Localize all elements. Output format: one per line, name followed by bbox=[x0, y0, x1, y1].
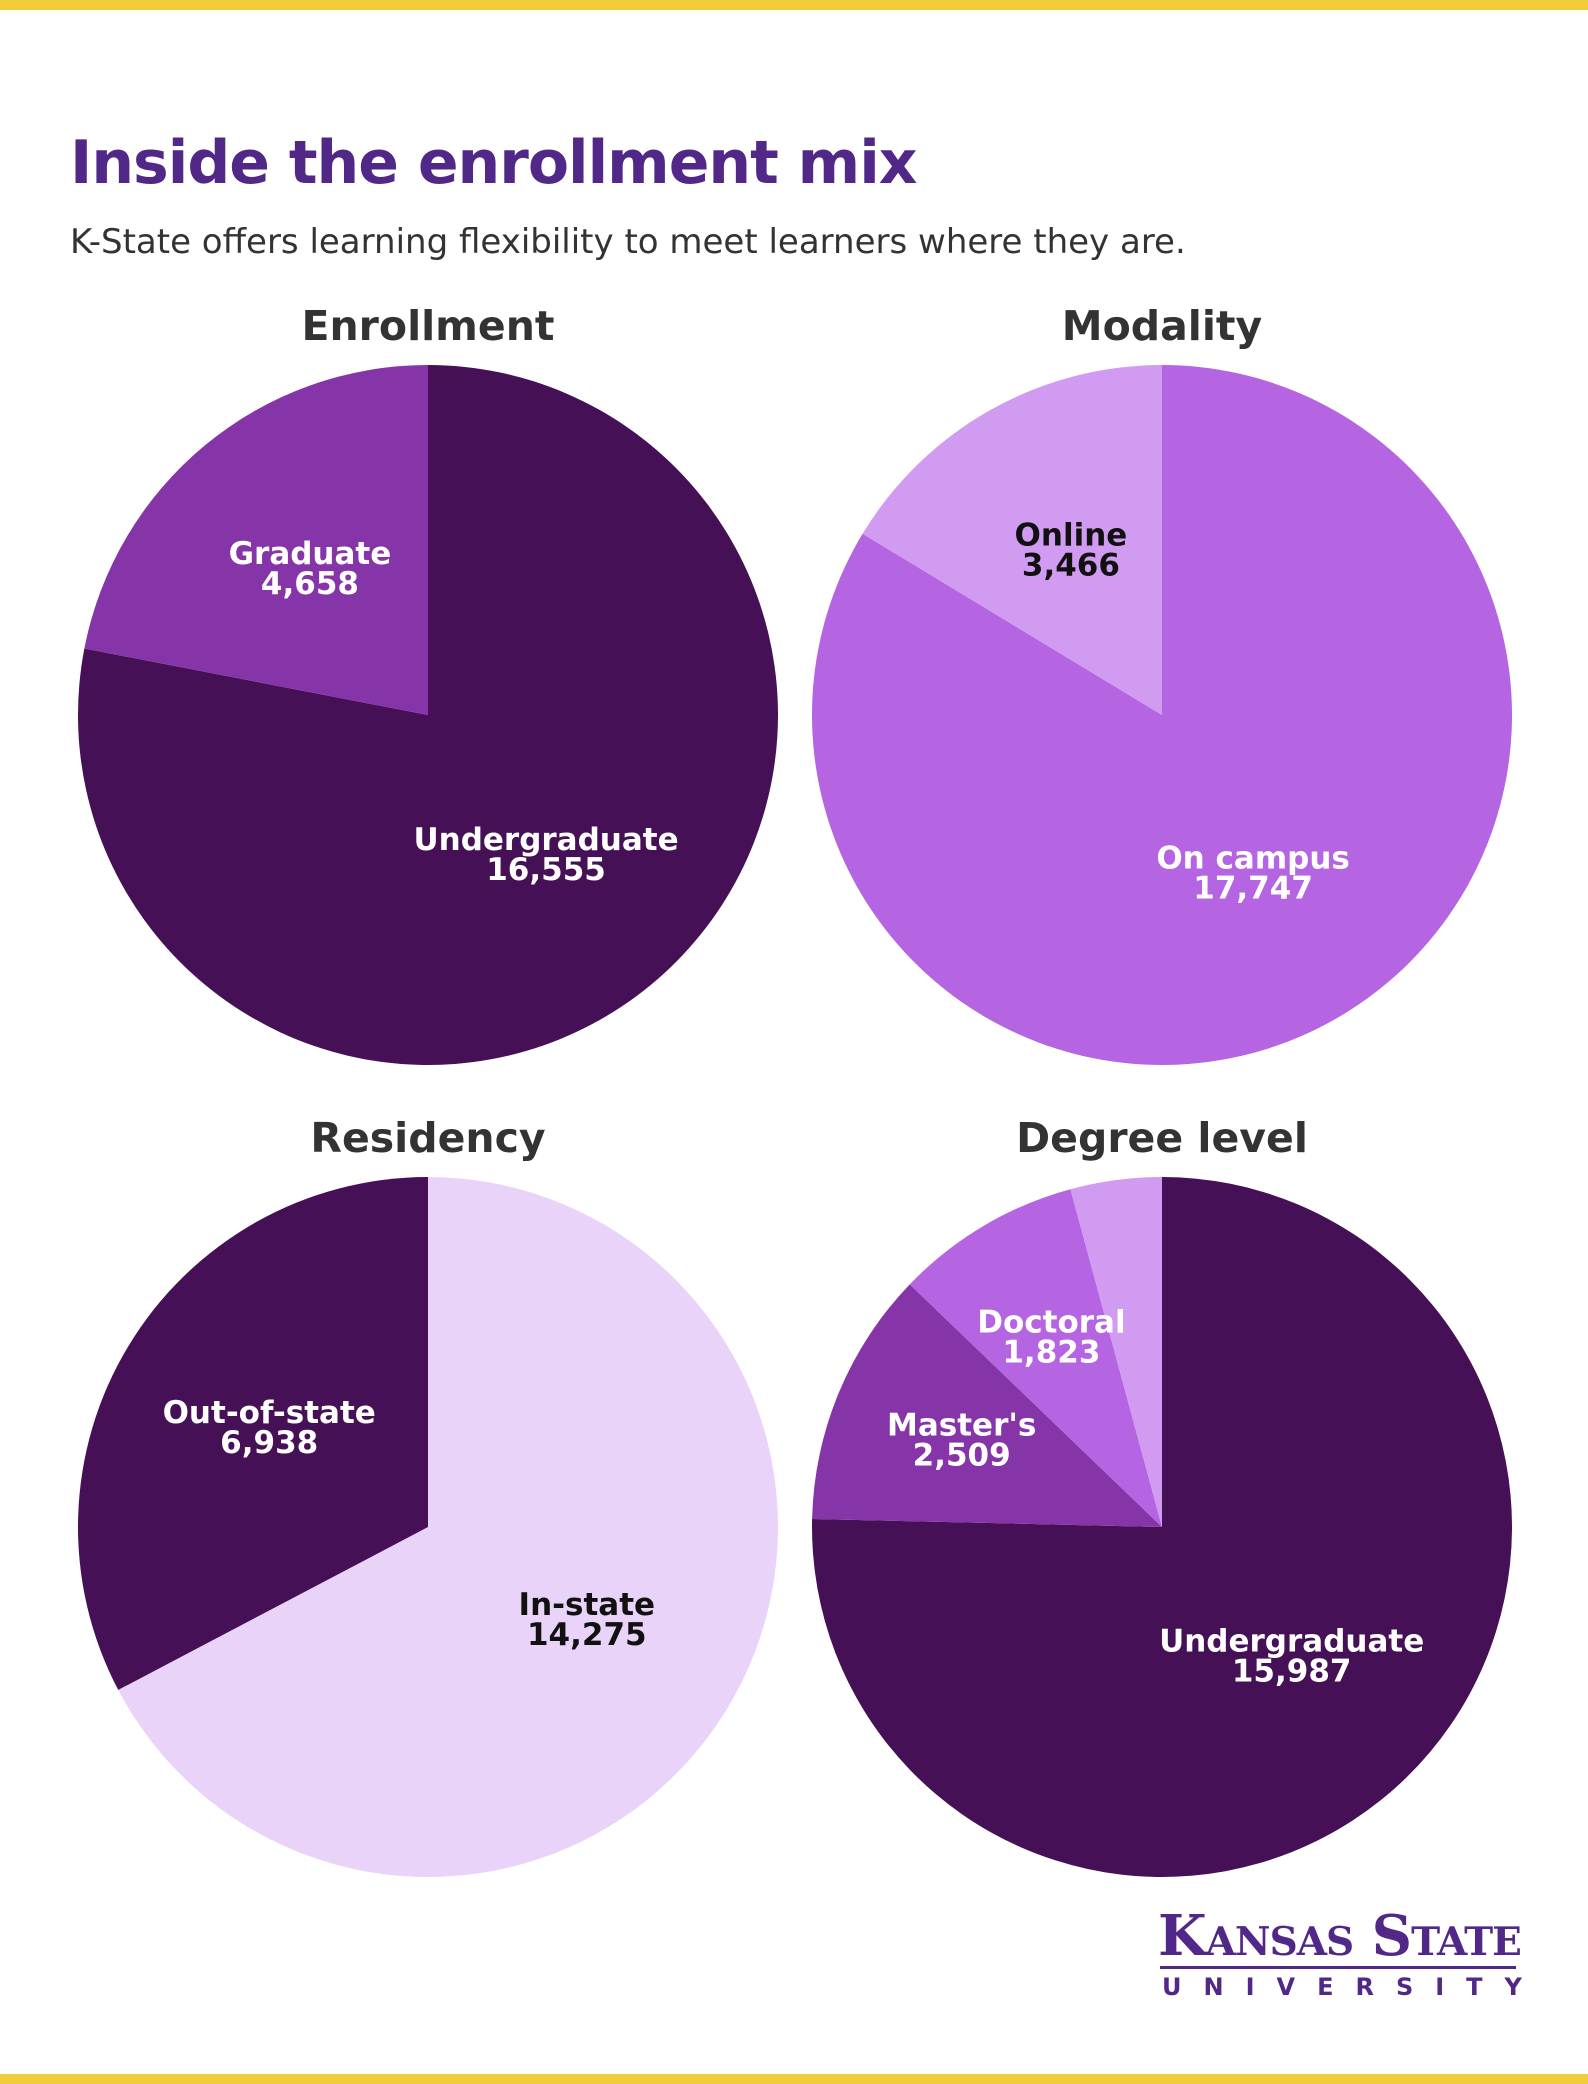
pie-chart-degree-level: Degree level Undergraduate 15,987 Master's 2… bbox=[812, 1114, 1513, 1877]
slice-label-value: 15,987 bbox=[1232, 1654, 1352, 1690]
pie-slice-online bbox=[862, 365, 1162, 715]
page-subtitle: K-State offers learning flexibility to m… bbox=[70, 222, 1186, 262]
slice-label-name: In-state bbox=[519, 1587, 656, 1623]
slice-label-name: Master's bbox=[887, 1408, 1036, 1444]
slice-label-value: 16,555 bbox=[486, 852, 606, 888]
slice-label-undergraduate: Undergraduate 15,987 bbox=[1159, 1624, 1424, 1690]
slice-label-name: Undergraduate bbox=[413, 822, 678, 858]
page-title: Inside the enrollment mix bbox=[70, 128, 917, 198]
slice-label-value: 14,275 bbox=[527, 1617, 647, 1653]
bottom-accent-bar bbox=[0, 2074, 1588, 2084]
pie-slice-out-of-state bbox=[78, 1177, 428, 1690]
pie-chart-modality: Modality On campus 17,747 Online 3,466 bbox=[812, 302, 1512, 1065]
slice-label-name: Undergraduate bbox=[1159, 1624, 1424, 1660]
slice-label-value: 6,938 bbox=[220, 1425, 318, 1461]
chart-title: Residency bbox=[310, 1114, 545, 1162]
pie-chart-enrollment: Enrollment Undergraduate 16,555 Graduate 4,6… bbox=[77, 302, 778, 1065]
top-accent-bar bbox=[0, 0, 1588, 10]
slice-label-value: 3,466 bbox=[1022, 547, 1120, 583]
slice-label-doctoral: Doctoral 1,823 bbox=[977, 1304, 1125, 1370]
slice-label-name: Doctoral bbox=[977, 1304, 1125, 1340]
chart-title: Enrollment bbox=[301, 302, 554, 350]
slice-label-name: Online bbox=[1015, 517, 1128, 553]
slice-label-graduate: Graduate 4,658 bbox=[229, 536, 392, 602]
slice-label-undergraduate: Undergraduate 16,555 bbox=[413, 822, 678, 888]
chart-title: Modality bbox=[1062, 302, 1262, 350]
pie-slice-segment-3 bbox=[1070, 1177, 1162, 1527]
slice-label-on-campus: On campus 17,747 bbox=[1156, 841, 1350, 907]
pie-chart-residency: Residency In-state 14,275 Out-of-state 6,938 bbox=[78, 1114, 778, 1877]
slice-label-name: Graduate bbox=[229, 536, 392, 572]
slice-label-name: Out-of-state bbox=[163, 1395, 376, 1431]
logo-wordmark: Kansas State bbox=[1158, 1903, 1522, 1969]
slice-label-value: 4,658 bbox=[261, 566, 359, 602]
slice-label-value: 1,823 bbox=[1002, 1334, 1100, 1370]
kansas-state-university-logo: Kansas State UNIVERSITY bbox=[1158, 1903, 1522, 2006]
slice-label-master-s: Master's 2,509 bbox=[887, 1408, 1036, 1474]
pie-slice-in-state bbox=[118, 1177, 778, 1877]
chart-title: Degree level bbox=[1016, 1114, 1308, 1162]
pie-slice-graduate bbox=[84, 365, 429, 715]
slice-label-in-state: In-state 14,275 bbox=[519, 1587, 656, 1653]
pie-slice-master-s bbox=[812, 1284, 1162, 1527]
pie-slice-doctoral bbox=[909, 1189, 1162, 1527]
logo-rule bbox=[1160, 1966, 1516, 1969]
slice-label-online: Online 3,466 bbox=[1015, 517, 1128, 583]
slice-label-out-of-state: Out-of-state 6,938 bbox=[163, 1395, 376, 1461]
slice-label-value: 2,509 bbox=[913, 1438, 1011, 1474]
slice-label-value: 17,747 bbox=[1193, 871, 1313, 907]
logo-subline: UNIVERSITY bbox=[1162, 1973, 1544, 2001]
slice-label-name: On campus bbox=[1156, 841, 1350, 877]
